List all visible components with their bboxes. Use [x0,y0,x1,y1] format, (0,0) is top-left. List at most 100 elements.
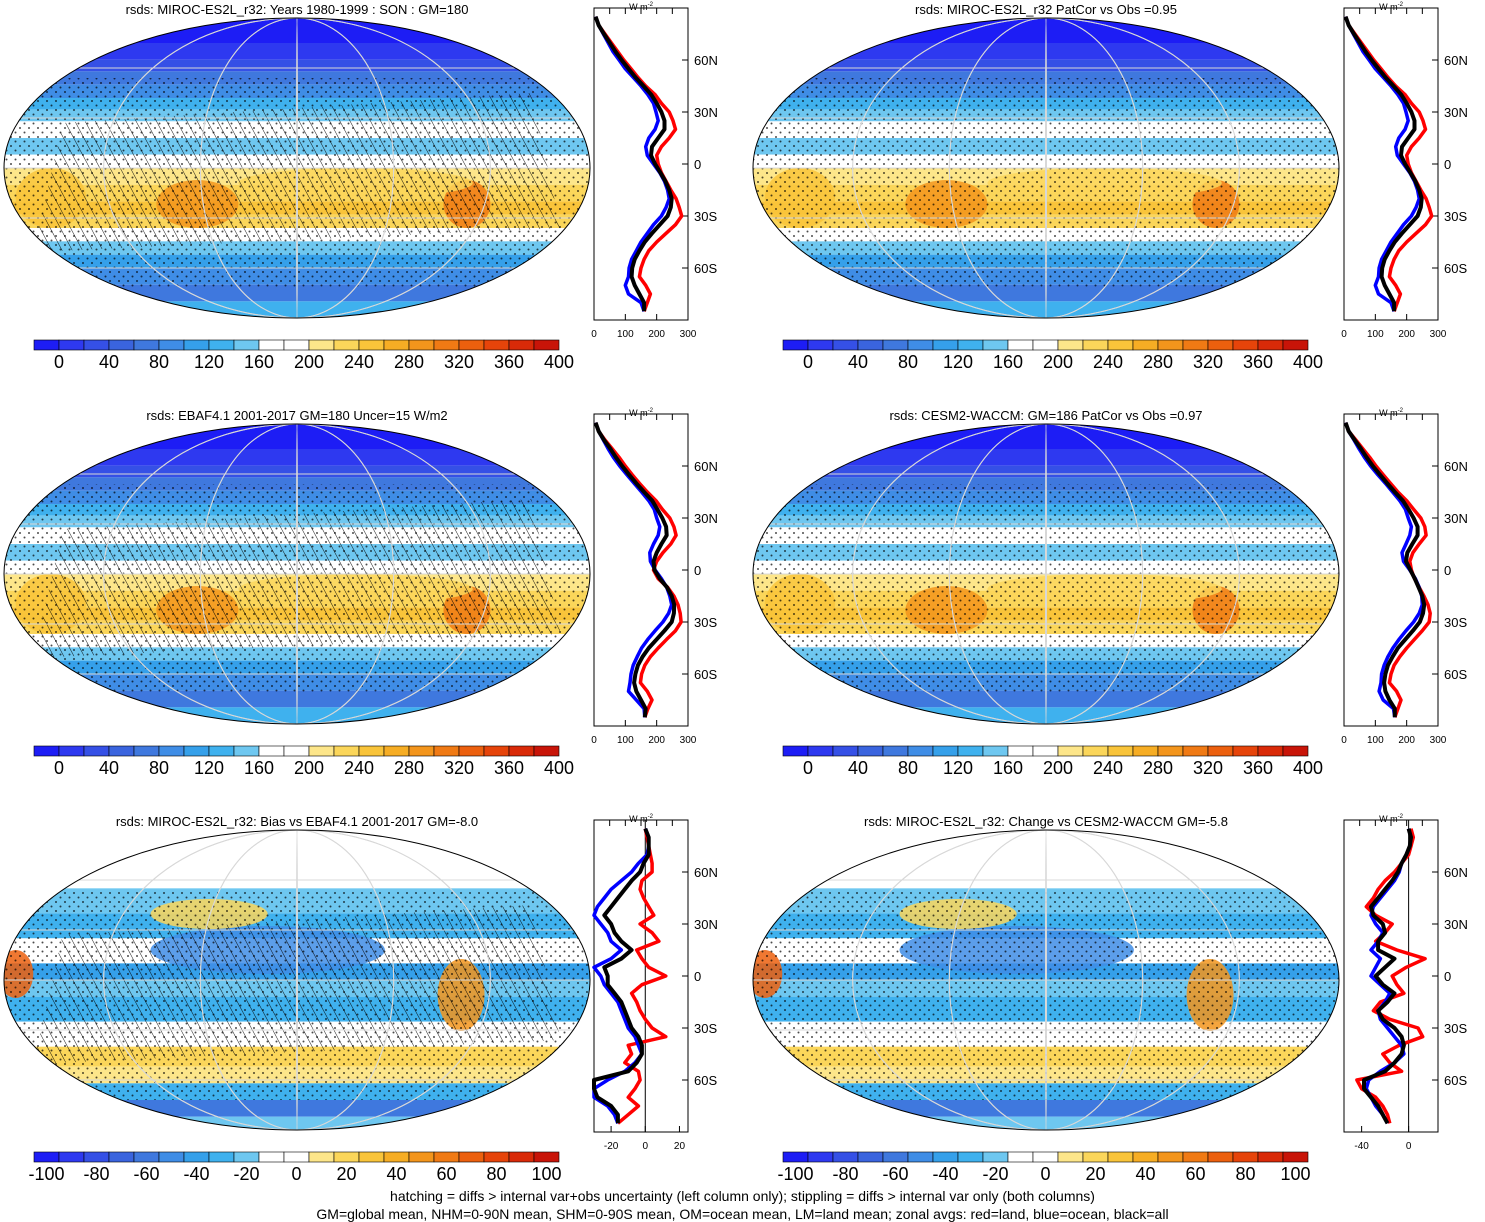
profile-x-label: 0 [642,1141,648,1152]
colorbar-swatch [158,339,185,351]
profile-lat-label: 30N [1444,105,1468,120]
colorbar-swatch [483,745,510,757]
colorbar-swatch [1257,339,1284,351]
colorbar-swatch [158,745,185,757]
colorbar-label: 120 [194,352,224,372]
colorbar-swatch [907,745,934,757]
colorbar-swatch [33,1151,60,1163]
profile-lat-label: 60S [1444,261,1467,276]
panel-2: rsds: MIROC-ES2L_r32 PatCor vs Obs =0.95… [752,2,1468,372]
colorbar-swatch [1107,1151,1134,1163]
colorbar-swatch [333,339,360,351]
colorbar-swatch [458,745,485,757]
colorbar-label: 400 [1293,758,1323,778]
colorbar-label: 360 [494,758,524,778]
colorbar-swatch [1082,1151,1109,1163]
profile-series-all [592,827,651,1124]
colorbar-label: 160 [244,758,274,778]
colorbar-swatch [58,745,85,757]
colorbar-swatch [108,1151,135,1163]
colorbar: 0 40 80 120 160 200 240 280 320 360 400 [33,339,574,372]
colorbar-swatch [807,339,834,351]
colorbar-swatch [133,1151,160,1163]
profile-lat-label: 30S [1444,1021,1467,1036]
colorbar-label: 0 [1040,1164,1050,1184]
colorbar-swatch [832,1151,859,1163]
colorbar-swatch [358,1151,385,1163]
profile-x-label: 300 [680,735,697,746]
colorbar-label: 100 [531,1164,561,1184]
colorbar-label: 0 [803,352,813,372]
profile-lat-label: 30N [694,105,718,120]
footer-line-1: hatching = diffs > internal var+obs unce… [390,1188,1095,1204]
zonal-profile: W m-2 60N 30N 0 30S 60S 0 100 200 300 [1341,2,1468,340]
colorbar-swatch [1157,745,1184,757]
map-outline [752,829,1340,1131]
colorbar-swatch [483,1151,510,1163]
colorbar-label: 20 [336,1164,356,1184]
zonal-profile: W m-2 60N 30N 0 30S 60S 0 100 200 300 [1341,408,1468,746]
profile-series-all [593,16,674,312]
profile-units: W m-2 [629,2,653,12]
colorbar-swatch [882,339,909,351]
colorbar-swatch [882,745,909,757]
colorbar-swatch [183,339,210,351]
profile-lat-label: 30N [694,511,718,526]
colorbar-swatch [907,339,934,351]
map-field [753,424,1339,724]
colorbar-swatch [58,339,85,351]
colorbar-swatch [957,339,984,351]
colorbar-swatch [1032,1151,1059,1163]
colorbar-label: 40 [99,352,119,372]
colorbar-swatch [233,339,260,351]
colorbar-label: 120 [943,758,973,778]
colorbar-swatch [308,339,335,351]
colorbar-swatch [782,1151,809,1163]
colorbar-swatch [433,745,460,757]
colorbar-swatch [183,745,210,757]
profile-lat-label: 30N [1444,917,1468,932]
profile-lat-label: 60N [1444,865,1468,880]
colorbar-label: 360 [1243,352,1273,372]
colorbar-label: 400 [1293,352,1323,372]
colorbar-label: 0 [803,758,813,778]
colorbar-label: 60 [436,1164,456,1184]
colorbar-swatch [957,1151,984,1163]
colorbar-swatch [158,1151,185,1163]
colorbar-swatch [907,1151,934,1163]
profile-x-label: 0 [591,735,597,746]
colorbar-label: -40 [932,1164,958,1184]
profile-lat-label: 60N [1444,53,1468,68]
map-field [4,424,590,724]
panel-title: rsds: MIROC-ES2L_r32: Years 1980-1999 : … [126,2,469,17]
profile-lat-label: 60N [694,53,718,68]
colorbar-label: 80 [1235,1164,1255,1184]
panel-title: rsds: CESM2-WACCM: GM=186 PatCor vs Obs … [889,408,1202,423]
colorbar-swatch [433,339,460,351]
colorbar-label: -100 [777,1164,813,1184]
colorbar-label: 40 [386,1164,406,1184]
colorbar: 0 40 80 120 160 200 240 280 320 360 400 [782,745,1323,778]
colorbar-swatch [258,339,285,351]
colorbar-label: 280 [1143,352,1173,372]
colorbar-swatch [857,745,884,757]
profile-lat-label: 0 [1444,157,1451,172]
colorbar-swatch [33,745,60,757]
colorbar-swatch [832,339,859,351]
profile-x-label: 200 [1398,735,1415,746]
colorbar: 0 40 80 120 160 200 240 280 320 360 400 [782,339,1323,372]
profile-lat-label: 30S [694,209,717,224]
colorbar-swatch [1057,745,1084,757]
colorbar-swatch [458,339,485,351]
profile-lat-label: 0 [694,969,701,984]
colorbar-swatch [208,745,235,757]
zonal-profile: W m-2 60N 30N 0 30S 60S 0 100 200 300 [591,408,718,746]
colorbar: -100 -80 -60 -40 -20 0 20 40 60 80 100 [777,1151,1311,1184]
colorbar-swatch [308,1151,335,1163]
profile-lat-label: 30N [694,917,718,932]
panel-title: rsds: MIROC-ES2L_r32 PatCor vs Obs =0.95 [915,2,1177,17]
colorbar-swatch [58,1151,85,1163]
map-outline [3,423,591,725]
colorbar-label: -40 [183,1164,209,1184]
colorbar-label: 160 [244,352,274,372]
